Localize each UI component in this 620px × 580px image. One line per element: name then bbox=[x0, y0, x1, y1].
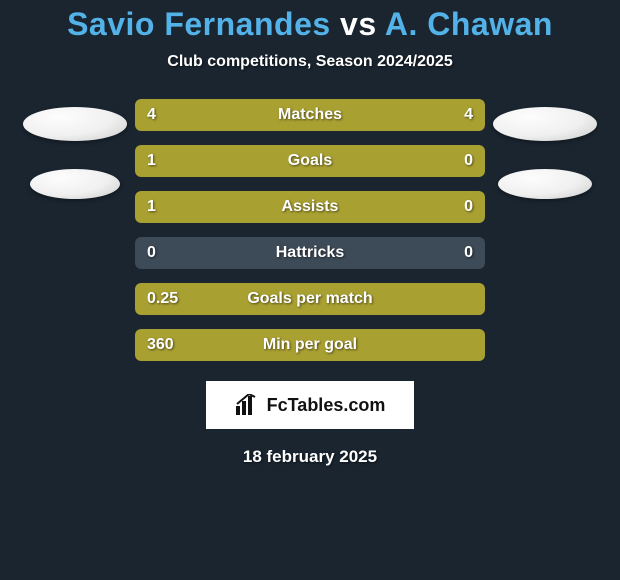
stat-value-left: 1 bbox=[147, 191, 156, 223]
title-vs: vs bbox=[340, 6, 377, 42]
stat-value-right: 4 bbox=[464, 99, 473, 131]
stat-value-left: 1 bbox=[147, 145, 156, 177]
stat-row: 10Goals bbox=[135, 145, 485, 177]
stat-fill-left bbox=[135, 283, 485, 315]
avatar-column-left bbox=[15, 99, 135, 199]
footer-date: 18 february 2025 bbox=[243, 447, 377, 467]
stat-fill-right bbox=[310, 99, 485, 131]
stat-value-left: 4 bbox=[147, 99, 156, 131]
stat-value-right: 0 bbox=[464, 145, 473, 177]
title-player1: Savio Fernandes bbox=[67, 6, 331, 42]
stat-row: 00Hattricks bbox=[135, 237, 485, 269]
stat-value-left: 360 bbox=[147, 329, 174, 361]
player2-team-placeholder bbox=[498, 169, 592, 199]
stat-track bbox=[135, 237, 485, 269]
stats-area: 44Matches10Goals10Assists00Hattricks0.25… bbox=[0, 99, 620, 361]
stat-fill-left bbox=[135, 329, 485, 361]
stat-fill-left bbox=[135, 191, 401, 223]
player1-team-placeholder bbox=[30, 169, 120, 199]
fctables-logo: FcTables.com bbox=[206, 381, 414, 429]
avatar-column-right bbox=[485, 99, 605, 199]
stat-row: 10Assists bbox=[135, 191, 485, 223]
stat-row: 0.25Goals per match bbox=[135, 283, 485, 315]
player1-avatar-placeholder bbox=[23, 107, 127, 141]
title-player2: A. Chawan bbox=[385, 6, 553, 42]
fctables-icon bbox=[235, 394, 261, 416]
stat-value-right: 0 bbox=[464, 237, 473, 269]
player2-avatar-placeholder bbox=[493, 107, 597, 141]
stat-bars: 44Matches10Goals10Assists00Hattricks0.25… bbox=[135, 99, 485, 361]
page-container: Savio Fernandes vs A. Chawan Club compet… bbox=[0, 0, 620, 580]
page-title: Savio Fernandes vs A. Chawan bbox=[67, 6, 553, 43]
stat-value-left: 0 bbox=[147, 237, 156, 269]
stat-row: 44Matches bbox=[135, 99, 485, 131]
stat-fill-left bbox=[135, 99, 310, 131]
stat-fill-left bbox=[135, 145, 401, 177]
fctables-logo-text: FcTables.com bbox=[267, 395, 386, 416]
stat-value-left: 0.25 bbox=[147, 283, 178, 315]
stat-row: 360Min per goal bbox=[135, 329, 485, 361]
stat-value-right: 0 bbox=[464, 191, 473, 223]
subtitle: Club competitions, Season 2024/2025 bbox=[167, 53, 452, 71]
